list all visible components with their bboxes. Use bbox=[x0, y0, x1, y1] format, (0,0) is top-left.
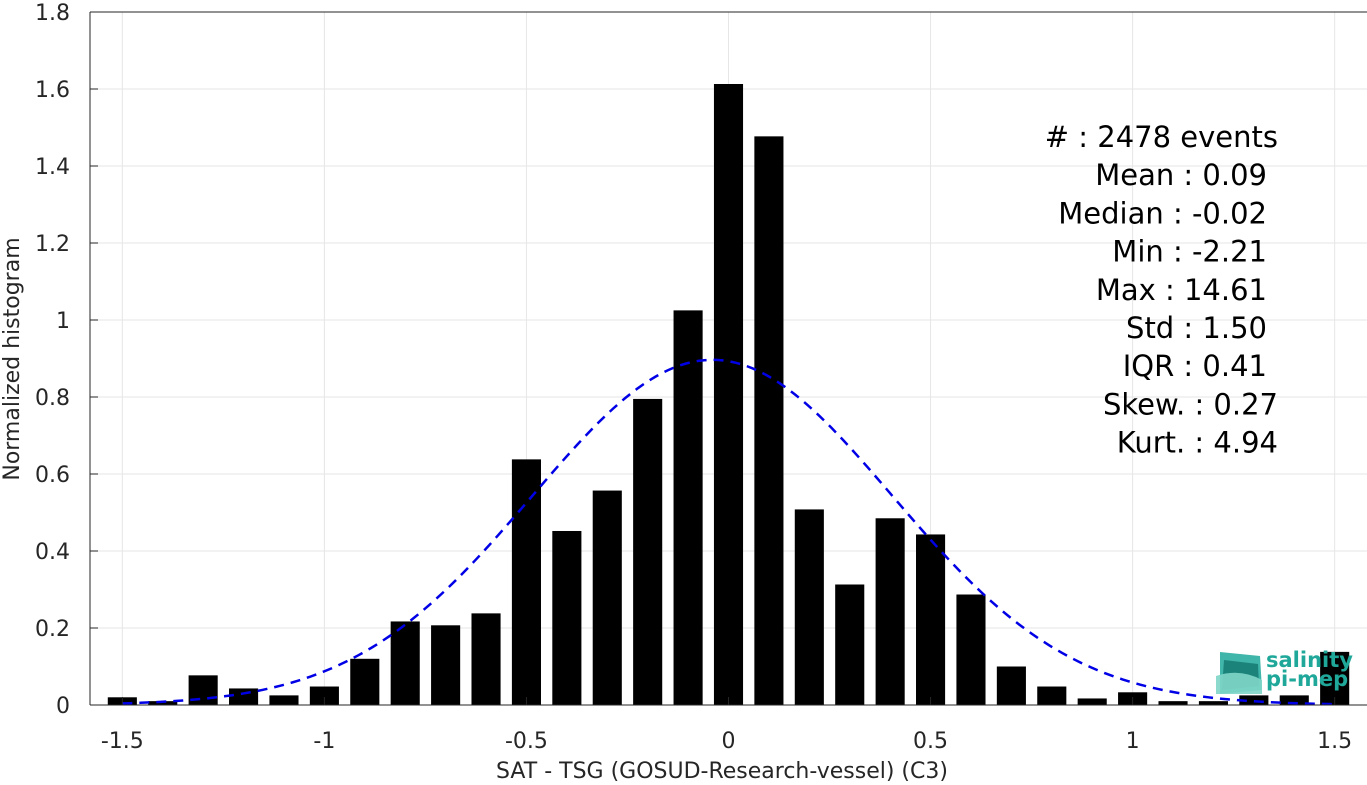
x-tick-label: 0.5 bbox=[913, 729, 948, 754]
histogram-bar bbox=[875, 518, 905, 705]
histogram-bar bbox=[511, 459, 541, 705]
histogram-bar bbox=[794, 509, 824, 705]
histogram-bar bbox=[1158, 701, 1188, 705]
histogram-bar bbox=[431, 625, 461, 705]
stat-line: IQR : 0.41 bbox=[1123, 349, 1267, 383]
y-tick-label: 0 bbox=[56, 694, 70, 719]
stat-line: Mean : 0.09 bbox=[1095, 158, 1267, 192]
histogram-bar bbox=[673, 310, 703, 705]
y-tick-label: 1.4 bbox=[35, 155, 70, 180]
salinity-pi-mep-logo: salinity pi-mep bbox=[1216, 648, 1353, 694]
normal-fit-curve bbox=[122, 358, 1335, 706]
histogram-bar bbox=[390, 621, 420, 705]
stat-line: # : 2478 events bbox=[1045, 120, 1278, 154]
y-tick-label: 1.6 bbox=[35, 78, 70, 103]
stat-line: Median : -0.02 bbox=[1058, 196, 1267, 230]
histogram-bar bbox=[956, 594, 986, 705]
y-tick-label: 1 bbox=[56, 309, 70, 334]
x-axis-label: SAT - TSG (GOSUD-Research-vessel) (C3) bbox=[496, 759, 948, 784]
histogram-bars bbox=[107, 83, 1350, 706]
histogram-bar bbox=[350, 658, 380, 705]
histogram-bar bbox=[1239, 695, 1269, 705]
stat-line: Max : 14.61 bbox=[1096, 273, 1267, 307]
stats-annotation: # : 2478 events Mean : 0.09 Median : -0.02… bbox=[1045, 120, 1278, 460]
y-tick-label: 0.6 bbox=[35, 463, 70, 488]
logo-text-line2: pi-mep bbox=[1266, 667, 1348, 691]
histogram-bar bbox=[1279, 695, 1309, 705]
y-tick-label: 1.8 bbox=[35, 1, 70, 26]
histogram-bar bbox=[633, 398, 663, 705]
x-tick-label: 1.5 bbox=[1317, 729, 1352, 754]
wave-logo-icon bbox=[1216, 652, 1262, 694]
histogram-bar bbox=[1198, 701, 1228, 705]
histogram-bar bbox=[835, 584, 865, 705]
x-tick-label: -1.5 bbox=[101, 729, 144, 754]
x-tick-label: 1 bbox=[1126, 729, 1140, 754]
stat-line: Kurt. : 4.94 bbox=[1117, 426, 1278, 460]
y-axis-label: Normalized histogram bbox=[0, 237, 25, 480]
logo-text-line1: salinity bbox=[1266, 648, 1353, 672]
y-tick-label: 0.2 bbox=[35, 617, 70, 642]
histogram-bar bbox=[269, 695, 299, 705]
stat-line: Min : -2.21 bbox=[1112, 235, 1267, 269]
y-tick-label: 0.8 bbox=[35, 386, 70, 411]
y-tick-label: 0.4 bbox=[35, 540, 70, 565]
stat-line: Skew. : 0.27 bbox=[1103, 387, 1278, 421]
fit-curve-line bbox=[122, 358, 1335, 706]
histogram-bar bbox=[713, 83, 744, 706]
histogram-bar bbox=[916, 534, 946, 705]
histogram-bar bbox=[148, 701, 178, 705]
tick-labels: -1.5 -1 -0.5 0 0.5 1 1.5 0 0.2 0.4 0.6 0.8 1 1.2 1.4 1.… bbox=[35, 1, 1352, 754]
histogram-bar bbox=[754, 136, 784, 706]
histogram-bar bbox=[1320, 651, 1350, 705]
y-tick-label: 1.2 bbox=[35, 232, 70, 257]
x-tick-label: 0 bbox=[722, 729, 736, 754]
histogram-bar bbox=[592, 490, 622, 705]
histogram-bar bbox=[471, 613, 501, 705]
x-tick-label: -1 bbox=[313, 729, 335, 754]
histogram-bar bbox=[229, 688, 259, 705]
histogram-bar bbox=[552, 530, 582, 705]
axes bbox=[89, 11, 1367, 706]
histogram-bar bbox=[309, 686, 339, 705]
stat-line: Std : 1.50 bbox=[1126, 311, 1267, 345]
histogram-bar bbox=[1077, 698, 1107, 705]
histogram-bar bbox=[1037, 686, 1067, 705]
histogram-bar bbox=[996, 666, 1026, 705]
x-tick-label: -0.5 bbox=[505, 729, 548, 754]
